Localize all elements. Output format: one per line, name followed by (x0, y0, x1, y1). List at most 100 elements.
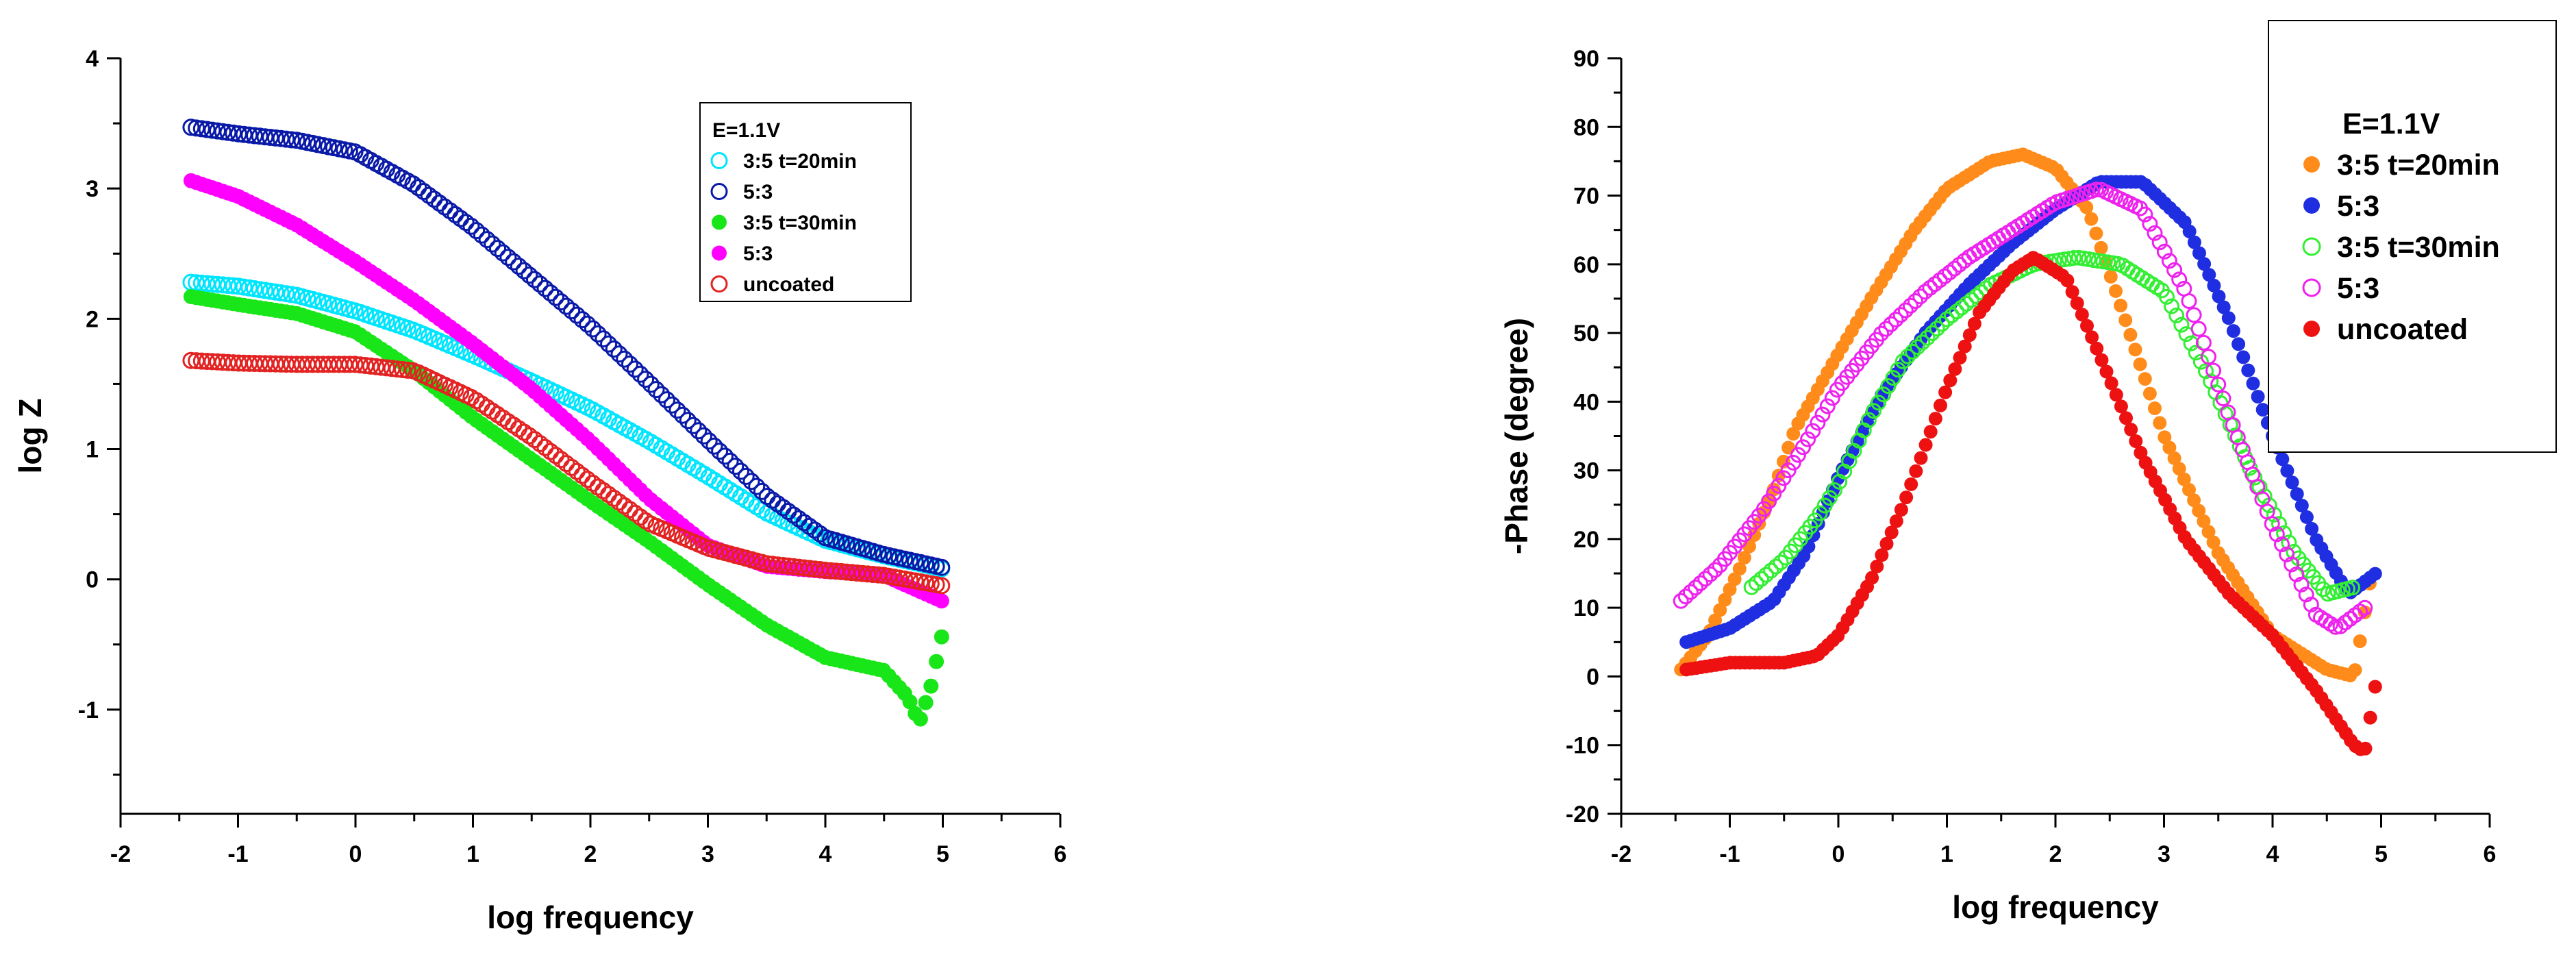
data-point (573, 311, 591, 329)
data-point (457, 214, 475, 232)
data-point (2305, 521, 2319, 536)
data-point (219, 123, 237, 141)
data-point (563, 302, 581, 320)
data-point (918, 695, 934, 710)
data-point (933, 577, 951, 595)
data-point (182, 119, 200, 136)
data-point (695, 427, 712, 445)
data-point (737, 467, 755, 485)
y-tick-label: 0 (1586, 664, 1599, 690)
x-tick-label: -2 (1611, 841, 1631, 867)
data-point (478, 231, 496, 249)
y-tick-label: 40 (1573, 389, 1599, 415)
data-point (1878, 321, 1895, 337)
data-point (2357, 599, 2373, 616)
data-point (2167, 451, 2181, 465)
data-point (462, 217, 480, 235)
data-point (203, 121, 221, 139)
legend-label: uncoated (743, 273, 834, 296)
series-4 (1673, 182, 2373, 635)
data-point (2119, 411, 2133, 425)
data-point (1697, 571, 1714, 587)
data-point (2236, 350, 2251, 364)
legend-marker (2303, 156, 2320, 173)
data-point (1905, 343, 1921, 360)
y-axis-label: -Phase (degree) (1499, 318, 1534, 554)
series-2 (182, 119, 951, 576)
data-point (188, 119, 205, 137)
data-point (2144, 276, 2160, 293)
x-tick-label: 1 (1940, 841, 1953, 867)
data-point (2281, 534, 2297, 551)
data-point (1805, 423, 1821, 439)
x-tick-label: 6 (2484, 841, 2497, 867)
data-point (1758, 567, 1775, 583)
data-point (2138, 372, 2152, 386)
y-tick-label: -20 (1566, 801, 1599, 828)
data-point (2231, 337, 2246, 351)
data-point (1737, 551, 1751, 565)
x-tick-label: 2 (2049, 841, 2062, 867)
data-point (1827, 482, 1842, 498)
data-point (1943, 373, 1958, 388)
data-point (2128, 343, 2142, 357)
data-point (1682, 584, 1699, 600)
legend-marker (2302, 237, 2321, 256)
data-point (742, 473, 760, 490)
data-point (1951, 256, 1968, 273)
legend-label: 5:3 (2337, 190, 2379, 223)
data-point (1762, 494, 1776, 508)
data-point (2275, 452, 2290, 467)
legend-marker (2303, 197, 2320, 214)
data-point (1708, 613, 1723, 627)
x-tick-label: -1 (1719, 841, 1740, 867)
data-point (1870, 559, 1884, 573)
data-point (2166, 262, 2183, 278)
chart-2: -2 -1 0 1 2 3 4 5 6-20-100102030405060708090log … (1499, 20, 2557, 925)
data-point (1912, 288, 1929, 305)
legend-marker (710, 275, 728, 293)
data-point (1968, 288, 1984, 304)
data-point (668, 401, 686, 419)
data-point (1755, 501, 1772, 517)
data-point (1677, 588, 1694, 605)
data-point (505, 417, 523, 434)
data-point (1971, 243, 1987, 259)
data-point (1814, 406, 1831, 423)
data-point (2348, 663, 2362, 678)
data-point (1780, 462, 1797, 479)
legend-marker (712, 245, 727, 261)
data-point (2207, 278, 2221, 293)
legend-label: 5:3 (743, 181, 773, 203)
data-point (2109, 284, 2123, 298)
data-point (1904, 477, 1918, 491)
data-point (2327, 619, 2344, 635)
data-point (1922, 279, 1938, 296)
data-point (1938, 385, 1953, 399)
data-point (1768, 558, 1784, 575)
data-point (2060, 273, 2075, 288)
data-point (2279, 546, 2295, 562)
data-point (1885, 370, 1901, 386)
data-point (1800, 431, 1816, 447)
data-point (690, 422, 708, 440)
data-point (705, 437, 723, 455)
y-tick-label: 10 (1573, 595, 1599, 621)
legend-marker (710, 152, 728, 169)
data-point (2094, 240, 2108, 255)
legend-title: E=1.1V (2342, 108, 2440, 140)
y-tick-label: -1 (78, 697, 99, 723)
y-tick-label: 90 (1573, 46, 1599, 72)
data-point (1727, 572, 1742, 586)
data-point (626, 360, 644, 378)
data-point (721, 452, 739, 470)
data-point (1743, 579, 1760, 595)
data-point (2168, 308, 2185, 323)
data-point (621, 501, 638, 519)
data-point (1781, 440, 1796, 455)
data-point (1990, 230, 2007, 247)
data-point (753, 482, 771, 500)
data-point (1953, 299, 1970, 316)
data-point (484, 402, 501, 420)
data-point (764, 491, 781, 509)
